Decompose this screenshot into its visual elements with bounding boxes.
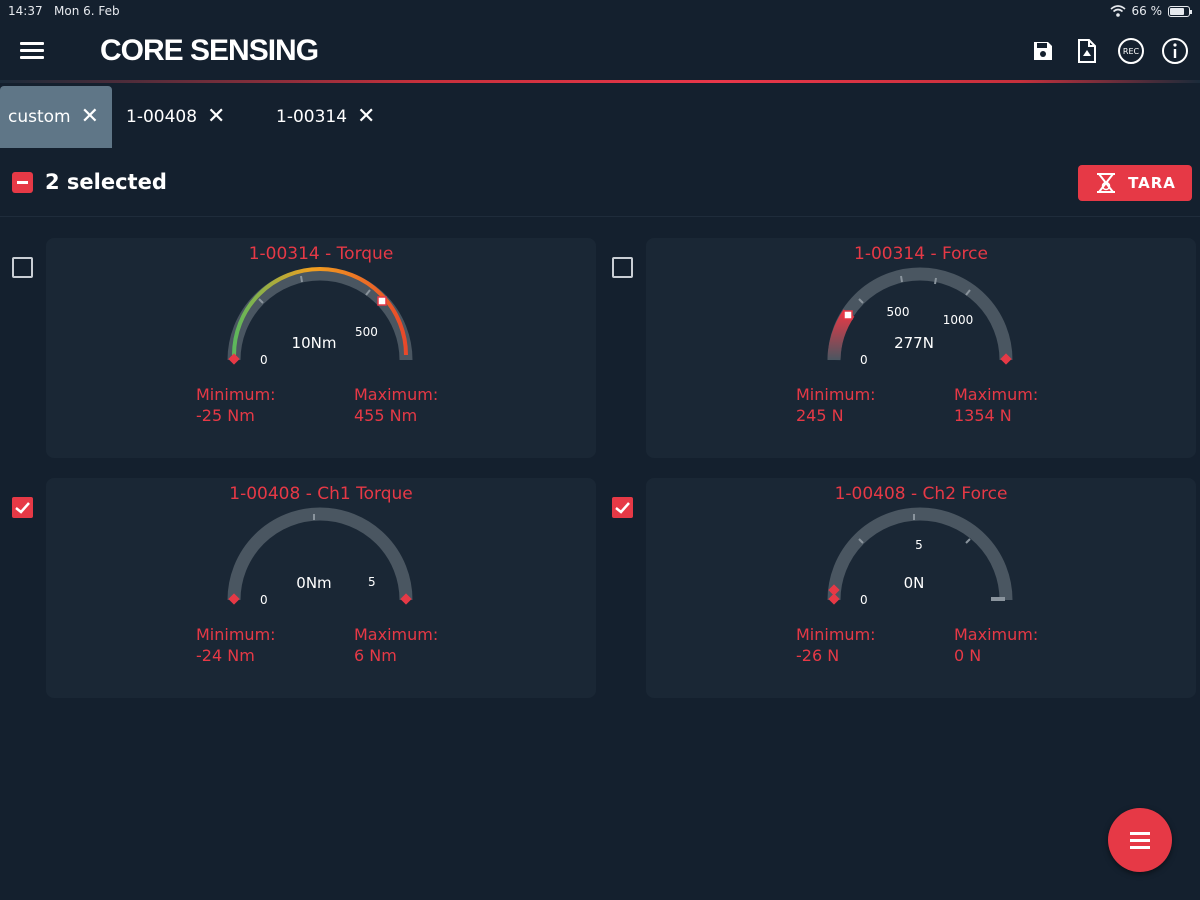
force-gauge: 0 500 1000 277N [827,267,1013,367]
select-checkbox-ch2-force[interactable] [612,497,633,518]
minimum-value: -26 N [796,646,840,665]
tab-1-00314[interactable]: 1-00314 ✕ [268,86,408,148]
hamburger-menu-button[interactable] [20,42,44,62]
select-checkbox-torque[interactable] [12,257,33,278]
maximum-value: 1354 N [954,406,1012,425]
minimum-label: Minimum: [796,385,876,404]
export-file-icon[interactable] [1072,36,1102,66]
minimum-stat: Minimum: -24 Nm [196,624,276,666]
info-icon[interactable] [1160,36,1190,66]
tara-button[interactable]: TARA [1078,165,1192,201]
card-title: 1-00314 - Force [854,244,988,264]
maximum-stat: Maximum: 6 Nm [354,624,438,666]
current-reading: 10Nm [292,334,337,352]
wifi-icon [1109,5,1126,17]
maximum-value: 0 N [954,646,982,665]
maximum-stat: Maximum: 1354 N [954,384,1038,426]
minimum-value: -25 Nm [196,406,255,425]
current-reading: 0Nm [296,574,331,592]
scale-mid-label: 5 [368,575,376,589]
sensor-card-torque[interactable]: 1-00314 - Torque 0 500 10Nm Minimum: -25… [46,238,596,458]
maximum-label: Maximum: [954,385,1039,404]
minimum-label: Minimum: [196,625,276,644]
maximum-value: 6 Nm [354,646,397,665]
select-checkbox-force[interactable] [612,257,633,278]
card-title: 1-00314 - Torque [248,244,394,264]
tab-label: custom [8,107,71,127]
min-marker [843,310,853,320]
fab-menu-button[interactable] [1108,808,1172,872]
toolbar: REC [1028,36,1190,66]
scale-mid-label: 500 [355,325,378,339]
maximum-label: Maximum: [954,625,1039,644]
checkmark-icon [15,502,30,514]
status-date: Mon 6. Feb [54,4,120,18]
sensor-card-force[interactable]: 1-00314 - Force 0 500 1000 277N Minimum:… [646,238,1196,458]
sensor-card-ch2-force[interactable]: 1-00408 - Ch2 Force 0 5 0N Minimum: -26 … [646,478,1196,698]
close-icon[interactable]: ✕ [207,104,226,129]
tab-label: 1-00314 [276,107,348,127]
scale-mid-label: 5 [915,538,923,552]
selection-bar: 2 selected TARA [0,160,1200,210]
current-reading: 277N [894,334,934,352]
tab-1-00408[interactable]: 1-00408 ✕ [118,86,268,148]
max-marker [377,296,387,306]
card-title: 1-00408 - Ch1 Torque [229,484,413,504]
minimum-label: Minimum: [196,385,276,404]
close-icon[interactable]: ✕ [357,104,376,129]
maximum-stat: Maximum: 455 Nm [354,384,438,426]
maximum-label: Maximum: [354,385,439,404]
selection-count: 2 selected [45,170,167,194]
battery-percent: 66 % [1131,4,1163,18]
minimum-stat: Minimum: 245 N [796,384,876,426]
tara-scale-icon [1097,173,1116,193]
minimum-stat: Minimum: -25 Nm [196,384,276,426]
app-logo: CORE SENSING [100,34,319,67]
app-bar: CORE SENSING REC [0,24,1200,80]
deselect-all-checkbox[interactable] [12,172,33,193]
checkmark-icon [615,502,630,514]
tara-label: TARA [1128,174,1176,192]
minimum-value: -24 Nm [196,646,255,665]
minimum-label: Minimum: [796,625,876,644]
maximum-label: Maximum: [354,625,439,644]
battery-icon [1168,5,1192,17]
scale-min-label: 0 [860,353,868,367]
tab-bar: custom ✕ 1-00408 ✕ 1-00314 ✕ [0,86,408,148]
card-title: 1-00408 - Ch2 Force [834,484,1008,504]
torque-gauge: 0 500 10Nm [227,267,413,367]
tab-custom[interactable]: custom ✕ [0,86,112,148]
scale-mid-label: 500 [887,305,910,319]
sensor-card-ch1-torque[interactable]: 1-00408 - Ch1 Torque 0 5 0Nm Minimum: -2… [46,478,596,698]
save-icon[interactable] [1028,36,1058,66]
minimum-stat: Minimum: -26 N [796,624,876,666]
ch1-torque-gauge: 0 5 0Nm [227,507,413,607]
status-time: 14:37 [8,4,43,18]
rec-label: REC [1123,47,1140,56]
scale-min-label: 0 [260,353,268,367]
current-reading: 0N [904,574,925,592]
rec-icon[interactable]: REC [1116,36,1146,66]
status-bar: 14:37 Mon 6. Feb 66 % [0,0,1200,24]
maximum-value: 455 Nm [354,406,418,425]
tab-label: 1-00408 [126,107,198,127]
accent-line [0,80,1200,83]
scale-min-label: 0 [260,593,268,607]
ch2-force-gauge: 0 5 0N [827,507,1013,607]
scale-min-label: 0 [860,593,868,607]
maximum-stat: Maximum: 0 N [954,624,1038,666]
select-checkbox-ch1-torque[interactable] [12,497,33,518]
close-icon[interactable]: ✕ [80,104,100,129]
minimum-value: 245 N [796,406,844,425]
divider [0,216,1200,217]
scale-high-label: 1000 [943,313,974,327]
status-indicators: 66 % [1109,4,1192,18]
